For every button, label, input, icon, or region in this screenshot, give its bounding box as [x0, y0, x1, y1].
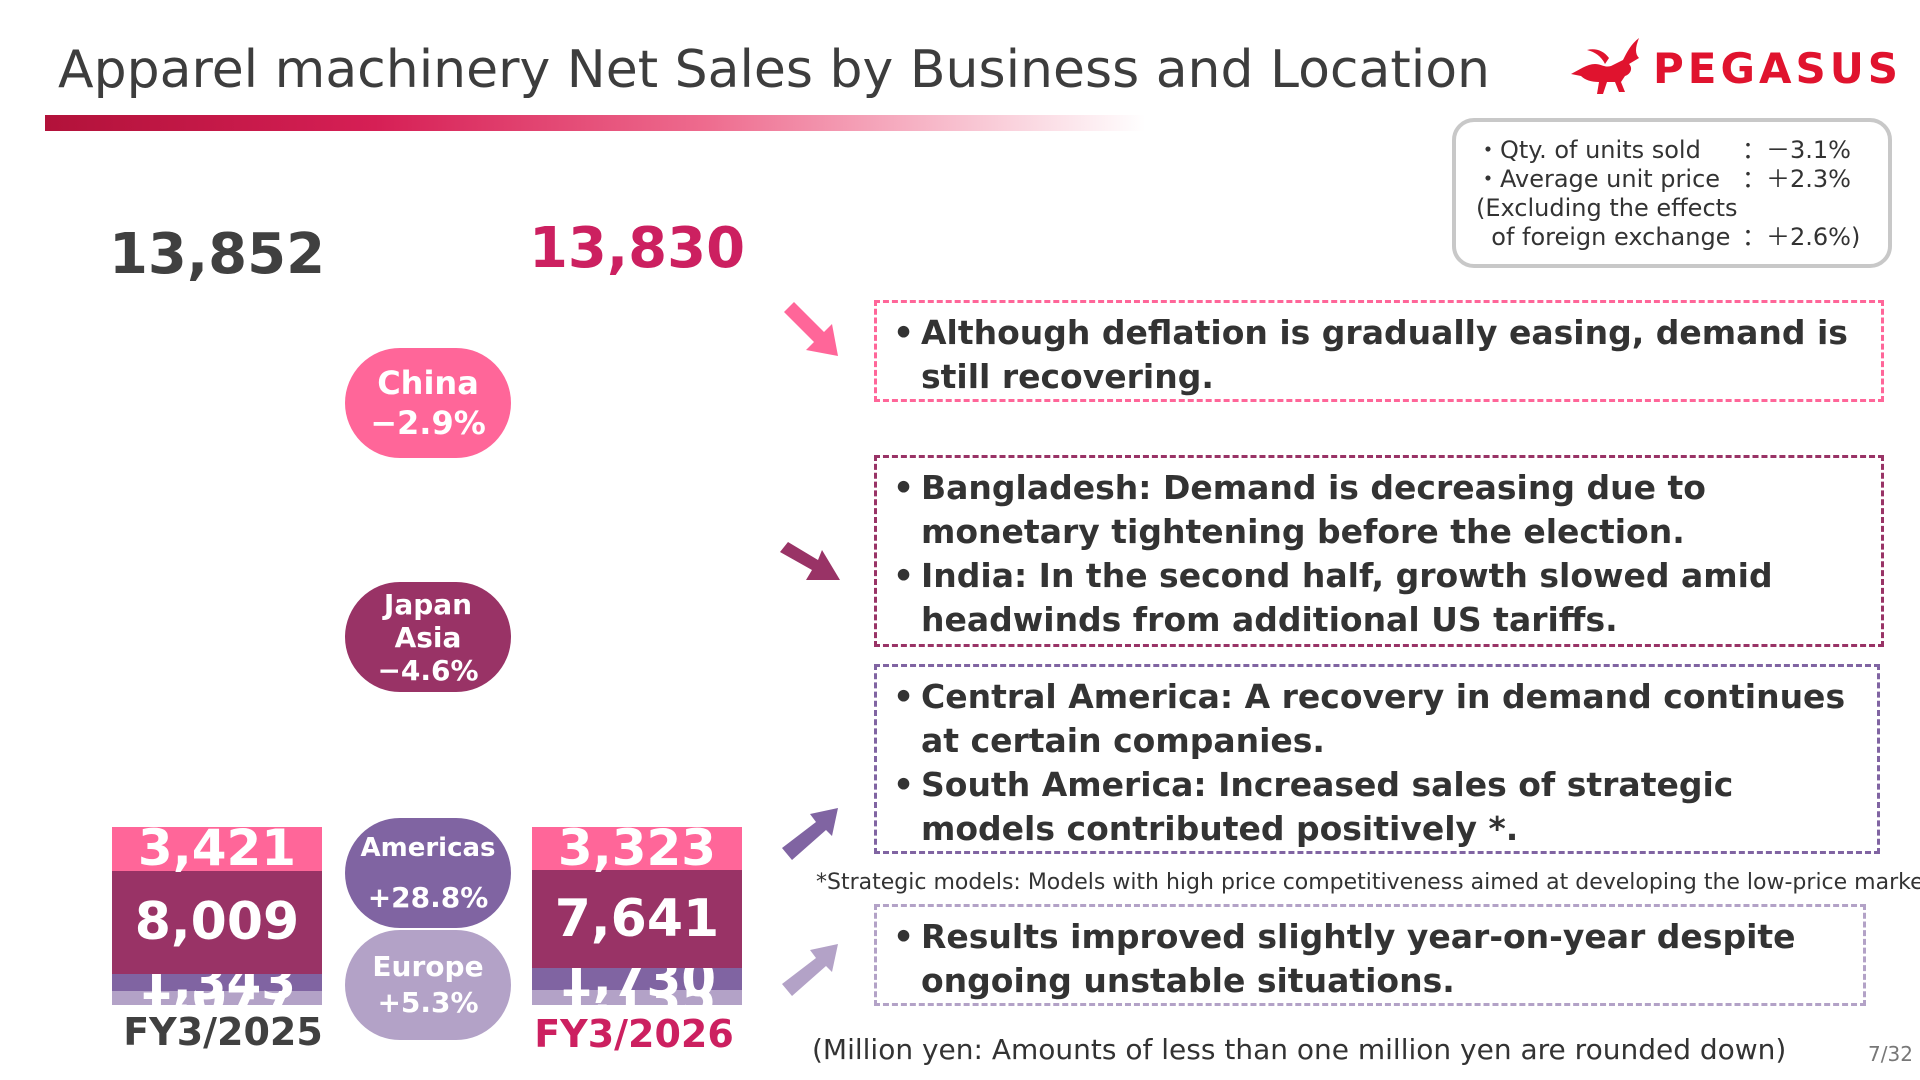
title-underline [45, 115, 1145, 131]
arrow-down-right-icon [780, 542, 840, 580]
data-label: 1,135 [557, 968, 717, 1027]
bar-segment-americas: 1,343 [112, 952, 322, 1011]
pill-change: −4.6% [377, 653, 479, 687]
data-label: 7,641 [554, 889, 720, 950]
kpi-row: ・Average unit price ：＋2.3% [1476, 165, 1888, 194]
comment-bullet: Results improved slightly year-on-year d… [893, 915, 1843, 1003]
comment-bullet: Bangladesh: Demand is decreasing due to … [893, 466, 1861, 554]
data-label: 1,077 [137, 968, 297, 1027]
china-change-pill: China −2.9% [345, 348, 511, 458]
data-label: 1,730 [557, 950, 717, 1009]
pill-region: Japan [383, 587, 473, 621]
data-label: 3,421 [137, 819, 297, 878]
bar-segment-china: 3,421 [112, 819, 322, 878]
pill-region: China [377, 364, 479, 402]
kpi-label: (Excluding the effects [1476, 194, 1738, 222]
kpi-row: ・Qty. of units sold ：－3.1% [1476, 136, 1888, 165]
bar-segment-japan-asia: 7,641 [532, 870, 742, 969]
comment-bullet: South America: Increased sales of strate… [893, 763, 1857, 851]
japan-asia-comment-box: Bangladesh: Demand is decreasing due to … [874, 455, 1884, 647]
total-label-fy2026: 13,830 [528, 216, 746, 281]
bar-fy2025: 1,077 1,343 8,009 3,421 [112, 819, 322, 1027]
page-number: 7/32 [1868, 1042, 1913, 1066]
page-title: Apparel machinery Net Sales by Business … [58, 40, 1490, 100]
comment-bullet: Although deflation is gradually easing, … [893, 311, 1861, 399]
units-note: (Million yen: Amounts of less than one m… [812, 1033, 1787, 1066]
kpi-row: (Excluding the effects [1476, 194, 1888, 223]
brand-name: PEGASUS [1653, 44, 1903, 93]
category-label-fy2026: FY3/2026 [534, 1012, 734, 1056]
pill-region: Europe [372, 950, 484, 983]
americas-change-pill: Americas +28.8% [345, 818, 511, 928]
kpi-value: ：＋2.6%) [1742, 223, 1861, 251]
footnote: *Strategic models: Models with high pric… [816, 870, 1920, 895]
bar-segment-europe: 1,077 [112, 968, 322, 1027]
kpi-label: ・Qty. of units sold [1476, 136, 1701, 164]
pill-change: +5.3% [377, 986, 479, 1019]
pill-change: +28.8% [367, 881, 489, 914]
pegasus-horse-icon [1571, 38, 1639, 94]
data-label: 1,343 [137, 952, 297, 1011]
kpi-label: ・Average unit price [1476, 165, 1721, 193]
kpi-row: of foreign exchange ：＋2.6%) [1476, 223, 1888, 252]
pill-region: Asia [394, 620, 462, 654]
pill-change: −2.9% [370, 404, 486, 442]
bar-segment-americas: 1,730 [532, 950, 742, 1009]
category-label-fy2025: FY3/2025 [123, 1010, 323, 1054]
arrow-down-right-icon [784, 302, 838, 356]
kpi-value: ：－3.1% [1742, 136, 1851, 164]
pill-region: Americas [360, 833, 496, 863]
europe-comment-box: Results improved slightly year-on-year d… [874, 904, 1866, 1006]
data-label: 8,009 [134, 892, 300, 953]
bar-segment-china: 3,323 [532, 819, 742, 878]
unit-price-summary-box: ・Qty. of units sold ：－3.1% ・Average unit… [1452, 118, 1892, 268]
kpi-label: of foreign exchange [1476, 223, 1731, 251]
comment-bullet: Central America: A recovery in demand co… [893, 675, 1857, 763]
arrow-up-right-icon [782, 944, 838, 996]
data-label: 3,323 [557, 819, 717, 878]
japan-asia-change-pill: Japan Asia −4.6% [345, 582, 511, 692]
bar-fy2026: 1,135 1,730 7,641 3,323 [532, 819, 742, 1027]
bar-segment-europe: 1,135 [532, 968, 742, 1027]
arrow-up-right-icon [782, 808, 838, 860]
china-comment-box: Although deflation is gradually easing, … [874, 300, 1884, 402]
europe-change-pill: Europe +5.3% [345, 930, 511, 1040]
pegasus-logo: PEGASUS [1565, 34, 1898, 104]
comment-bullet: India: In the second half, growth slowed… [893, 554, 1861, 642]
kpi-value: ：＋2.3% [1742, 165, 1851, 193]
total-label-fy2025: 13,852 [108, 222, 326, 287]
bar-segment-japan-asia: 8,009 [112, 870, 322, 974]
americas-comment-box: Central America: A recovery in demand co… [874, 664, 1880, 854]
